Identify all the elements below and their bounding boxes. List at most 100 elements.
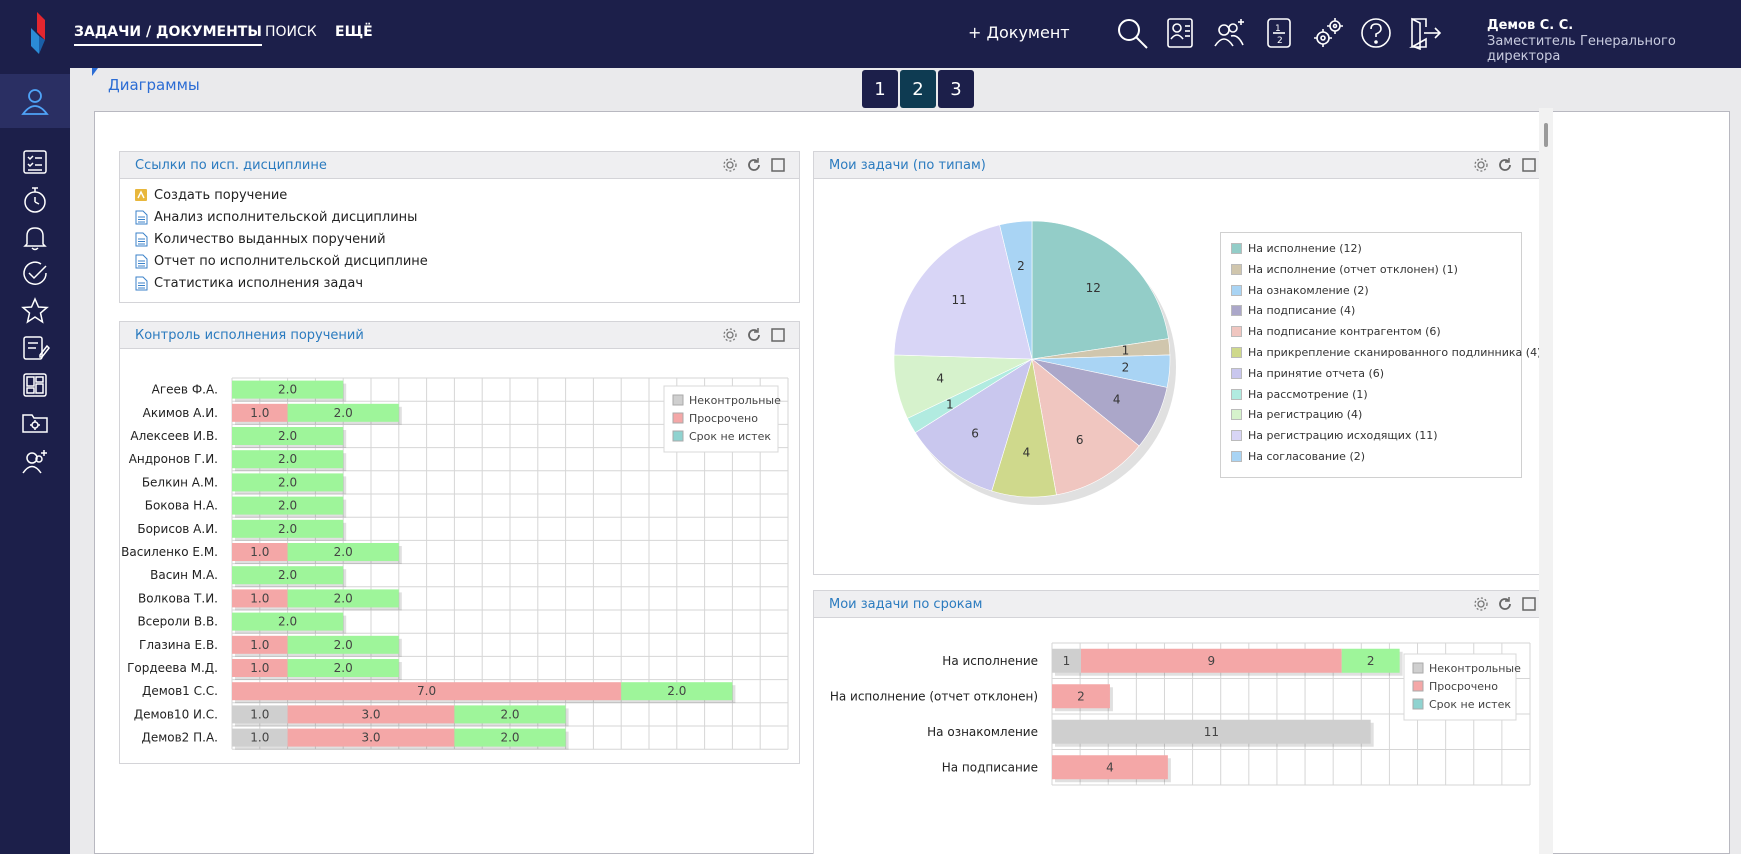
user-name[interactable]: Демов С. С. (1487, 18, 1574, 33)
scrollbar-thumb[interactable] (1544, 123, 1548, 147)
nav-tasks-documents[interactable]: ЗАДАЧИ / ДОКУМЕНТЫ (74, 24, 262, 46)
bar-segment (1080, 648, 1342, 673)
dashboard-board: Ссылки по исп. дисциплине Создать поруче… (94, 111, 1730, 854)
gear-icon[interactable] (722, 157, 738, 173)
dashboard-grid-icon (23, 373, 47, 397)
links-panel-title: Ссылки по исп. дисциплине (135, 158, 327, 173)
sidebar-completed[interactable] (0, 254, 70, 294)
sidebar-favorites[interactable] (0, 291, 70, 331)
legend-label: На ознакомление (2) (1248, 283, 1369, 297)
sidebar-dashboard[interactable] (0, 365, 70, 405)
pie-value-label: 4 (1023, 446, 1031, 460)
sidebar-add-user[interactable] (0, 442, 70, 482)
gear-icon[interactable] (722, 327, 738, 343)
page-3-button[interactable]: 3 (938, 70, 974, 108)
link-task-statistics[interactable]: Статистика исполнения задач (135, 276, 363, 291)
legend-item[interactable]: На прикрепление сканированного подлинник… (1231, 346, 1541, 359)
nav-search[interactable]: ПОИСК (265, 24, 317, 40)
legend-item[interactable]: На рассмотрение (1) (1231, 388, 1368, 401)
bar-value-label: 1.0 (250, 731, 269, 745)
search-icon[interactable] (1115, 16, 1149, 50)
legend-item[interactable]: На согласование (2) (1231, 450, 1365, 463)
maximize-icon[interactable] (1521, 157, 1537, 173)
page-1-button[interactable]: 1 (862, 70, 898, 108)
category-label: На исполнение (942, 654, 1038, 668)
settings-gears-icon[interactable] (1311, 16, 1345, 50)
sidebar-folder-settings[interactable] (0, 402, 70, 442)
refresh-icon[interactable] (1497, 596, 1513, 612)
refresh-icon[interactable] (746, 327, 762, 343)
bar-value-label: 2.0 (334, 661, 353, 675)
maximize-icon[interactable] (770, 157, 786, 173)
sidebar-drafts[interactable] (0, 328, 70, 368)
contacts-card-icon[interactable] (1164, 16, 1198, 50)
bar-value-label: 4 (1106, 760, 1114, 774)
bar-value-label: 1.0 (250, 591, 269, 605)
bar-segment (232, 589, 288, 608)
sidebar-timer[interactable] (0, 180, 70, 220)
bar-segment (232, 380, 344, 399)
legend-swatch (1231, 430, 1242, 442)
add-user-icon (22, 450, 47, 474)
legend-label: На исполнение (отчет отклонен) (1) (1248, 262, 1458, 276)
gear-icon[interactable] (1473, 596, 1489, 612)
bar-segment (287, 543, 399, 561)
legend-label: На регистрацию исходящих (11) (1248, 429, 1438, 443)
sidebar-notifications[interactable] (0, 217, 70, 257)
half-page-icon[interactable]: 12 (1262, 16, 1296, 50)
maximize-icon[interactable] (770, 327, 786, 343)
bar-segment (287, 728, 455, 747)
scrollbar-track[interactable] (1539, 108, 1553, 854)
legend-item[interactable]: На регистрацию (4) (1231, 408, 1362, 421)
refresh-icon[interactable] (746, 157, 762, 173)
bar-segment (287, 403, 399, 422)
refresh-icon[interactable] (1497, 157, 1513, 173)
link-analysis[interactable]: Анализ исполнительской дисциплины (135, 210, 417, 225)
gear-icon[interactable] (1473, 157, 1489, 173)
new-document-button[interactable]: + Документ (968, 23, 1070, 42)
bar-value-label: 2.0 (278, 499, 297, 513)
bar-segment (1052, 684, 1110, 709)
legend-item[interactable]: На подписание контрагентом (6) (1231, 325, 1441, 338)
legend-item[interactable]: На исполнение (12) (1231, 242, 1362, 255)
link-issued-count[interactable]: Количество выданных поручений (135, 232, 386, 247)
add-users-icon[interactable] (1213, 16, 1247, 50)
bar-segment (232, 635, 288, 654)
control-panel: Контроль исполнения поручений Агеев Ф.А.… (119, 321, 800, 764)
bar-segment (454, 728, 566, 747)
link-discipline-report[interactable]: Отчет по исполнительской дисциплине (135, 254, 428, 269)
page-2-button[interactable]: 2 (900, 70, 936, 108)
bar-value-label: 2.0 (667, 684, 686, 698)
sidebar-tasks-list[interactable] (0, 142, 70, 182)
bar-segment (232, 612, 344, 631)
legend-item[interactable]: На ознакомление (2) (1231, 284, 1369, 297)
bar-value-label: 2.0 (334, 591, 353, 605)
pie-value-label: 11 (951, 293, 966, 307)
bar-segment (232, 728, 288, 747)
top-bar: ЗАДАЧИ / ДОКУМЕНТЫ ПОИСК ЕЩЁ + Документ … (0, 0, 1741, 68)
legend-item[interactable]: На регистрацию исходящих (11) (1231, 429, 1438, 442)
bar-value-label: 3.0 (361, 707, 380, 721)
legend-item[interactable]: На принятие отчета (6) (1231, 367, 1384, 380)
types-panel-title: Мои задачи (по типам) (829, 158, 986, 173)
bar-segment (232, 543, 288, 561)
legend-item[interactable]: На подписание (4) (1231, 304, 1355, 317)
link-label: Создать поручение (154, 188, 288, 203)
legend-item[interactable]: На исполнение (отчет отклонен) (1) (1231, 263, 1458, 276)
legend-label: На подписание (4) (1248, 304, 1356, 318)
logout-icon[interactable] (1408, 16, 1442, 50)
pie-value-label: 2 (1017, 259, 1025, 273)
bell-icon (23, 227, 47, 251)
help-icon[interactable] (1359, 16, 1393, 50)
control-panel-title: Контроль исполнения поручений (135, 328, 364, 343)
maximize-icon[interactable] (1521, 596, 1537, 612)
pie-slice (893, 224, 1033, 360)
legend-swatch (1412, 680, 1424, 692)
bar-segment (621, 682, 733, 701)
pie-slice (1031, 358, 1140, 496)
bar-value-label: 1.0 (250, 545, 269, 559)
sidebar-profile[interactable] (0, 74, 70, 128)
bar-value-label: 2 (1077, 689, 1085, 703)
link-create-order[interactable]: Создать поручение (135, 188, 287, 203)
nav-more[interactable]: ЕЩЁ (335, 24, 373, 40)
